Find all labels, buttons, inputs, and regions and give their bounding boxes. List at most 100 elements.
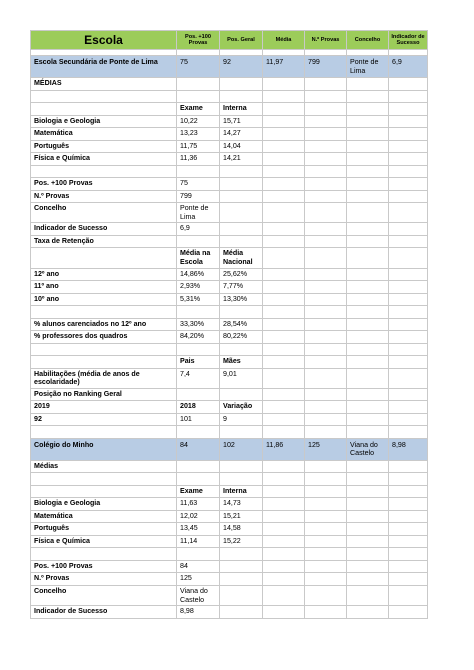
section-title-row: Posição no Ranking Geral [30, 387, 428, 402]
header-concelho: Concelho [346, 30, 389, 50]
exam-name: Física e Química [30, 152, 177, 166]
info-row: Pos. +100 Provas 75 [30, 177, 428, 191]
exam-name: Física e Química [30, 534, 177, 549]
retention-national: 25,62% [219, 267, 263, 282]
info-value: 84 [176, 559, 220, 574]
media-nacional-header: Média Nacional [219, 247, 263, 269]
retention-header-row: Média na Escola Média Nacional [30, 247, 428, 269]
ranking-values-row: 92 101 9 [30, 412, 428, 427]
ranking-variacao: 9 [219, 412, 263, 427]
info-row: N.º Provas 799 [30, 189, 428, 204]
header-pos100: Pos. +100 Provas [176, 30, 220, 50]
info-row: Pos. +100 Provas 84 [30, 559, 428, 574]
parents-row: Habilitações (média de anos de escolarid… [30, 367, 428, 389]
info-label: N.º Provas [30, 189, 177, 204]
ranking-2018-header: 2018 [176, 400, 220, 414]
exam-score: 13,23 [176, 127, 220, 141]
exam-name: Matemática [30, 509, 177, 524]
school-media: 11,97 [262, 54, 305, 79]
empty-row [30, 547, 428, 561]
retention-school: 14,86% [176, 267, 220, 282]
header-posgeral: Pos. Geral [219, 30, 263, 50]
exams-header-row: Exame Interna [30, 484, 428, 499]
extra-label: % alunos carenciados no 12º ano [30, 317, 177, 332]
info-row: N.º Provas 125 [30, 572, 428, 586]
retention-label: 11º ano [30, 280, 177, 294]
exam-score: 11,36 [176, 152, 220, 166]
retention-title: Taxa de Retenção [30, 234, 177, 249]
exam-row: Português 13,45 14,58 [30, 522, 428, 536]
school-ranking-sheet: Escola Pos. +100 Provas Pos. Geral Média… [30, 30, 428, 619]
exam-score: 11,75 [176, 139, 220, 154]
school-summary-row: Colégio do Minho 84 102 11,86 125 Viana … [30, 437, 428, 461]
school-concelho: Ponte de Lima [346, 54, 389, 79]
exam-row: Português 11,75 14,04 [30, 139, 428, 154]
school-concelho: Viana do Castelo [346, 437, 389, 461]
empty-row [30, 425, 428, 439]
exam-row: Biologia e Geologia 11,63 14,73 [30, 497, 428, 511]
ranking-2018: 101 [176, 412, 220, 427]
exam-score: 13,45 [176, 522, 220, 536]
retention-school: 2,93% [176, 280, 220, 294]
header-escola: Escola [30, 30, 177, 50]
info-label: Pos. +100 Provas [30, 177, 177, 191]
info-value: 125 [176, 572, 220, 586]
medias-title: Médias [30, 459, 177, 474]
info-row: Concelho Viana do Castelo [30, 584, 428, 607]
internal-score: 15,21 [219, 509, 263, 524]
retention-national: 13,30% [219, 292, 263, 307]
interna-header: Interna [219, 102, 263, 116]
media-escola-header: Média na Escola [176, 247, 220, 269]
internal-score: 14,58 [219, 522, 263, 536]
info-value: Viana do Castelo [176, 584, 220, 607]
empty-row [30, 89, 428, 104]
exam-name: Biologia e Geologia [30, 114, 177, 129]
info-row: Indicador de Sucesso 6,9 [30, 222, 428, 236]
section-title-row: Médias [30, 459, 428, 474]
pais-header: Pais [176, 355, 220, 369]
info-row: Indicador de Sucesso 8,98 [30, 605, 428, 619]
extra-school: 33,30% [176, 317, 220, 332]
parents-pais: 7,4 [176, 367, 220, 389]
empty-row [30, 342, 428, 357]
exam-score: 10,22 [176, 114, 220, 129]
internal-score: 15,71 [219, 114, 263, 129]
interna-header: Interna [219, 484, 263, 499]
retention-row: 11º ano 2,93% 7,77% [30, 280, 428, 294]
retention-label: 12º ano [30, 267, 177, 282]
ranking-title: Posição no Ranking Geral [30, 387, 177, 402]
internal-score: 14,04 [219, 139, 263, 154]
info-value: Ponte de Lima [176, 202, 220, 224]
ranking-2019-header: 2019 [30, 400, 177, 414]
exam-name: Matemática [30, 127, 177, 141]
info-label: N.º Provas [30, 572, 177, 586]
info-label: Indicador de Sucesso [30, 222, 177, 236]
exam-row: Matemática 13,23 14,27 [30, 127, 428, 141]
exam-name: Português [30, 139, 177, 154]
exam-row: Física e Química 11,36 14,21 [30, 152, 428, 166]
header-row: Escola Pos. +100 Provas Pos. Geral Média… [30, 30, 428, 50]
parents-label: Habilitações (média de anos de escolarid… [30, 367, 177, 389]
school-name: Colégio do Minho [30, 437, 177, 461]
school-nprovas: 799 [304, 54, 347, 79]
info-label: Indicador de Sucesso [30, 605, 177, 619]
exam-row: Biologia e Geologia 10,22 15,71 [30, 114, 428, 129]
ranking-2019: 92 [30, 412, 177, 427]
exam-row: Física e Química 11,14 15,22 [30, 534, 428, 549]
info-value: 75 [176, 177, 220, 191]
empty-row [30, 305, 428, 319]
header-indicador: Indicador de Sucesso [388, 30, 428, 50]
extra-label: % professores dos quadros [30, 330, 177, 344]
internal-score: 14,73 [219, 497, 263, 511]
retention-school: 5,31% [176, 292, 220, 307]
school-posgeral: 92 [219, 54, 263, 79]
ranking-header-row: 2019 2018 Variação [30, 400, 428, 414]
extra-row: % professores dos quadros 84,20% 80,22% [30, 330, 428, 344]
school-pos100: 75 [176, 54, 220, 79]
school-indicador: 6,9 [388, 54, 428, 79]
info-row: Concelho Ponte de Lima [30, 202, 428, 224]
info-label: Pos. +100 Provas [30, 559, 177, 574]
internal-score: 14,21 [219, 152, 263, 166]
exam-score: 11,14 [176, 534, 220, 549]
school-posgeral: 102 [219, 437, 263, 461]
